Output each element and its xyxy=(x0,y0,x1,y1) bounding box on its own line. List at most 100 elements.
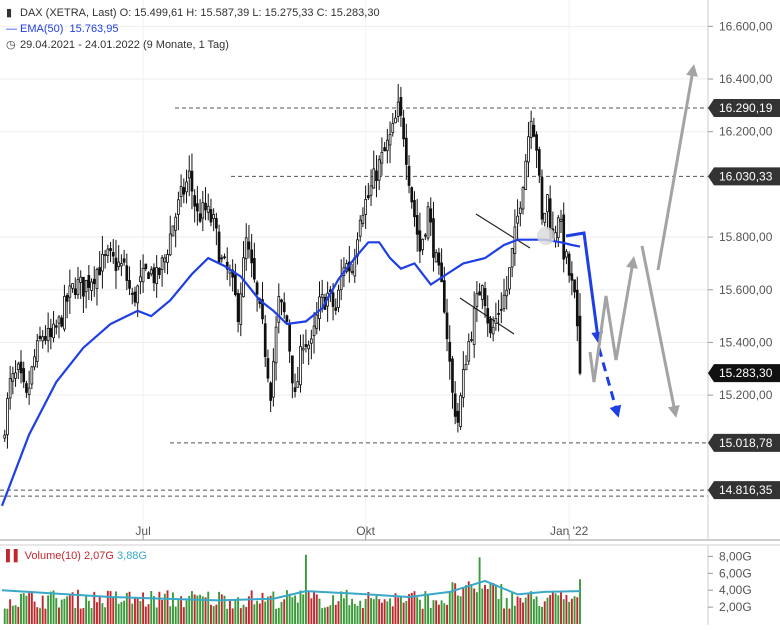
volume-bar xyxy=(340,591,343,624)
candle xyxy=(22,361,26,389)
volume-bar xyxy=(560,591,562,624)
candle xyxy=(423,233,427,241)
volume-bar xyxy=(128,591,131,624)
volume-bar xyxy=(508,608,511,624)
candle xyxy=(65,292,69,319)
volume-bar xyxy=(14,605,17,624)
candle xyxy=(372,150,376,189)
candle-body-up xyxy=(372,168,376,189)
y-tick-label: 16.200,00 xyxy=(719,125,773,139)
candle xyxy=(103,249,107,269)
candle-body-down xyxy=(489,318,492,334)
candle-body-down xyxy=(263,323,267,358)
candle-body-up xyxy=(312,325,316,337)
candle xyxy=(532,117,536,138)
volume-bar xyxy=(421,608,424,624)
candle xyxy=(130,287,134,305)
blue-dashed-arrow xyxy=(597,347,622,418)
price-label-text: 15.283,30 xyxy=(719,366,773,380)
candle xyxy=(377,155,381,190)
volume-bar xyxy=(33,601,36,624)
candle-body-up xyxy=(212,214,216,220)
candle xyxy=(187,155,191,197)
candle-body-up xyxy=(95,269,99,290)
candle-body-up xyxy=(301,347,305,351)
candle-body-up xyxy=(272,361,275,398)
volume-bar xyxy=(163,593,166,624)
volume-bar xyxy=(530,591,533,624)
candle xyxy=(30,365,34,390)
candle xyxy=(578,293,582,376)
candle xyxy=(334,298,338,315)
candle xyxy=(562,202,566,273)
candle-body-down xyxy=(445,312,449,340)
volume-bar xyxy=(256,600,259,624)
volume-y-label: 6,00G xyxy=(719,566,752,580)
candle-body-down xyxy=(383,147,386,152)
volume-bar xyxy=(9,599,12,624)
candle-body-down xyxy=(255,282,259,295)
volume-bar xyxy=(280,601,283,624)
candle-body-down xyxy=(190,170,194,192)
volume-bar xyxy=(503,608,505,624)
candle xyxy=(494,302,498,331)
candle-body-up xyxy=(494,318,498,324)
candle-body-up xyxy=(149,269,153,275)
y-tick-label: 16.600,00 xyxy=(719,19,773,33)
candle-body-down xyxy=(111,252,115,257)
candle xyxy=(133,286,137,307)
volume-bar xyxy=(47,595,50,624)
candle-body-up xyxy=(244,237,248,260)
candle-body-down xyxy=(130,292,134,295)
volume-bar xyxy=(136,597,139,624)
candle xyxy=(163,254,167,273)
candle-body-up xyxy=(337,289,340,308)
candle xyxy=(369,169,373,206)
candle xyxy=(76,266,80,300)
candle xyxy=(201,190,205,232)
candle xyxy=(111,239,115,264)
candle xyxy=(166,249,169,275)
candle-body-up xyxy=(84,279,88,293)
candle xyxy=(385,128,389,164)
candle-body-up xyxy=(527,136,530,163)
candle-body-up xyxy=(385,139,389,152)
volume-bar xyxy=(541,606,543,624)
bars-icon: ▌▌ xyxy=(6,550,22,562)
candle xyxy=(380,137,384,176)
blue-arrow xyxy=(565,231,604,344)
candle-body-up xyxy=(155,267,159,284)
volume-bar xyxy=(239,608,242,624)
candle-body-down xyxy=(147,272,150,280)
candle xyxy=(212,208,216,232)
candle-body-down xyxy=(128,280,131,289)
candle-body-down xyxy=(573,279,576,293)
candle xyxy=(291,355,294,399)
volume-bar xyxy=(557,595,560,624)
volume-bar xyxy=(424,591,427,624)
candle xyxy=(453,381,457,425)
candle xyxy=(567,251,571,283)
candle-body-up xyxy=(63,296,66,330)
volume-bar xyxy=(68,594,71,624)
candle xyxy=(19,350,23,384)
volume-bar xyxy=(247,596,250,624)
volume-header: ▌▌ Volume(10) 2,07G 3,88G xyxy=(6,550,147,562)
candle xyxy=(60,315,64,328)
candle-icon: ▮ xyxy=(6,7,13,19)
volume-bar xyxy=(188,595,191,624)
candle xyxy=(399,86,403,127)
volume-bar xyxy=(185,600,188,624)
candle-body-up xyxy=(475,293,479,307)
volume-bar xyxy=(413,591,416,624)
volume-bar xyxy=(321,608,324,624)
candle-body-down xyxy=(266,358,270,379)
candle xyxy=(177,191,180,231)
candle-body-down xyxy=(478,291,481,296)
volume-bar xyxy=(568,601,571,624)
candle-body-up xyxy=(141,267,145,283)
candle xyxy=(432,201,435,272)
candle-body-down xyxy=(288,322,291,352)
candle xyxy=(296,366,300,388)
volume-bar xyxy=(367,592,370,624)
